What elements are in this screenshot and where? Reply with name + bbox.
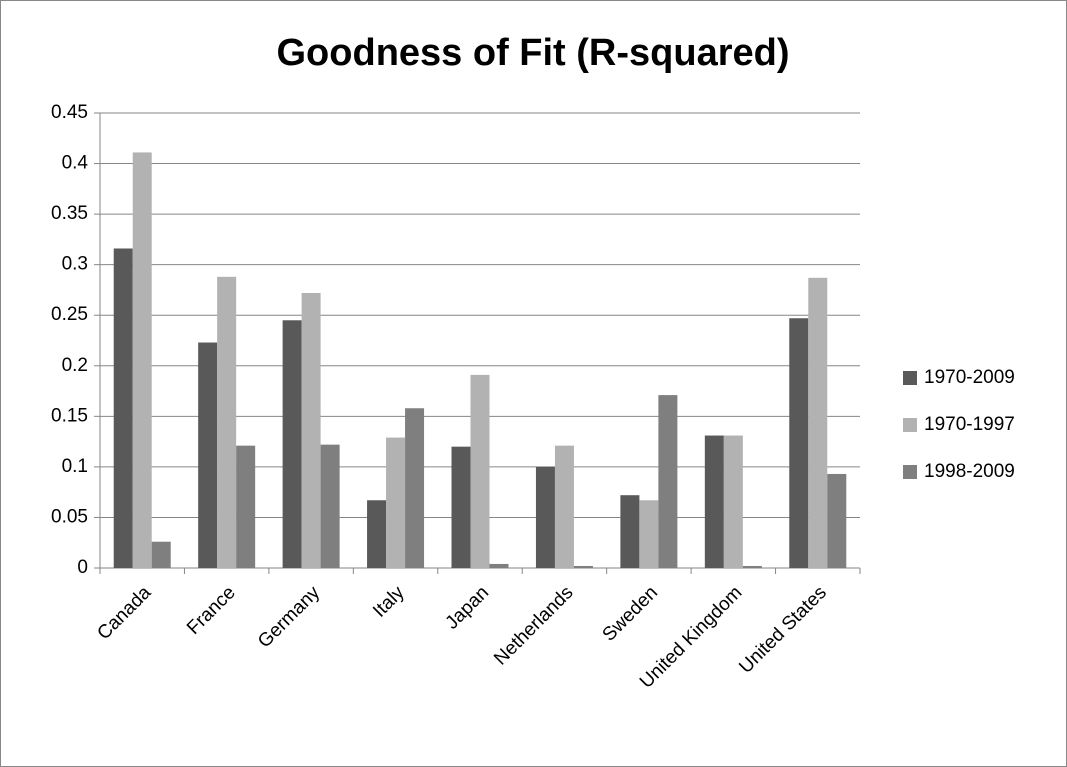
bar xyxy=(113,248,133,568)
bar xyxy=(704,435,724,568)
bar xyxy=(132,152,152,568)
bar xyxy=(789,318,809,568)
y-tick-label: 0.15 xyxy=(51,405,88,426)
legend-swatch xyxy=(903,465,917,479)
bar xyxy=(386,437,406,568)
bar xyxy=(236,445,256,568)
bar xyxy=(367,500,387,568)
y-tick-label: 0.3 xyxy=(62,254,88,275)
bar xyxy=(535,466,555,568)
y-tick-label: 0.2 xyxy=(62,355,88,376)
bar xyxy=(620,495,640,568)
y-tick-label: 0 xyxy=(77,557,88,578)
bar xyxy=(658,395,678,568)
bar xyxy=(639,500,659,568)
legend-swatch xyxy=(903,418,917,432)
bar xyxy=(489,563,509,568)
bar xyxy=(198,342,218,568)
y-tick-label: 0.25 xyxy=(51,304,88,325)
bar xyxy=(742,565,762,568)
y-tick-label: 0.45 xyxy=(51,102,88,123)
legend-swatch xyxy=(903,371,917,385)
legend-label: 1970-2009 xyxy=(924,367,1015,388)
bar xyxy=(282,320,302,568)
bar xyxy=(723,435,743,568)
bar xyxy=(827,473,847,568)
y-tick-label: 0.1 xyxy=(62,456,88,477)
y-tick-label: 0.4 xyxy=(62,153,89,174)
bar xyxy=(405,408,425,568)
bar xyxy=(301,292,321,568)
bar xyxy=(554,445,574,568)
bar xyxy=(573,565,593,568)
y-tick-label: 0.05 xyxy=(51,506,88,527)
bar xyxy=(151,541,171,568)
bar xyxy=(470,374,490,568)
legend-label: 1970-1997 xyxy=(924,414,1015,435)
bar xyxy=(808,277,828,568)
y-tick-label: 0.35 xyxy=(51,203,88,224)
bar xyxy=(451,446,471,568)
legend-label: 1998-2009 xyxy=(924,461,1015,482)
chart-title: Goodness of Fit (R-squared) xyxy=(277,32,790,74)
bar xyxy=(217,276,237,568)
bar xyxy=(320,444,340,568)
